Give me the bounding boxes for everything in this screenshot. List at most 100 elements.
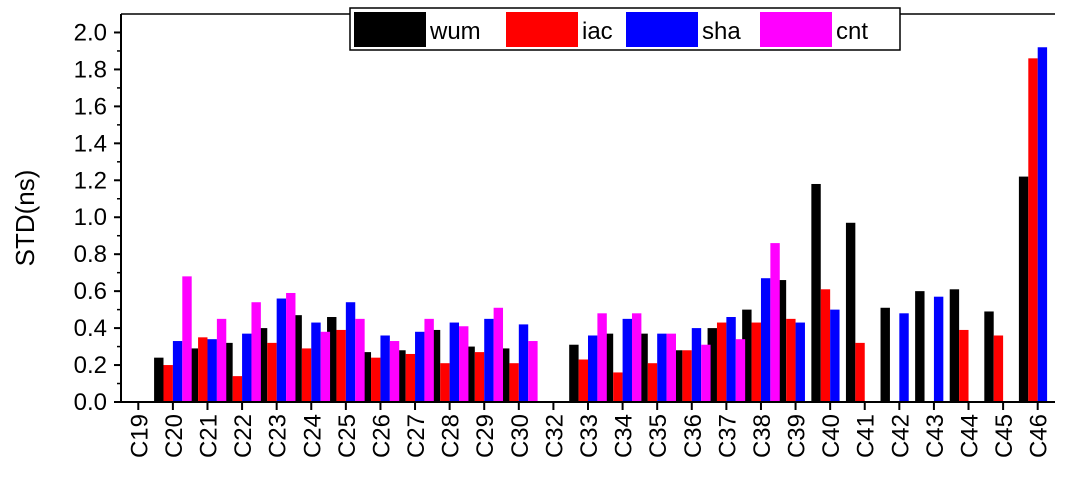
x-tick-label-C28: C28 (438, 414, 465, 458)
bar-wum-C42 (880, 307, 890, 402)
bar-iac-C46 (1028, 58, 1038, 403)
bars-layer (154, 47, 1048, 403)
x-tick-label-C38: C38 (749, 414, 776, 458)
bar-wum-C43 (915, 291, 925, 402)
bar-cnt-C38 (770, 243, 780, 402)
bar-wum-C25 (327, 317, 337, 402)
axes-layer: 0.0 0.2 0.4 0.6 0.8 1.0 1.2 1.4 1.6 1.8 2.0 STD(ns)… (10, 13, 1055, 458)
bar-sha-C23 (276, 298, 287, 402)
legend-swatch-iac (506, 12, 578, 47)
bar-cnt-C26 (389, 341, 400, 402)
bar-wum-C28 (430, 329, 441, 402)
legend-swatch-wum (354, 12, 426, 47)
bar-sha-C38 (760, 278, 771, 402)
bar-iac-C33 (578, 359, 588, 402)
x-tick-label-C34: C34 (611, 414, 638, 458)
bar-cnt-C29 (493, 307, 504, 402)
bar-cnt-C25 (355, 318, 365, 402)
bar-sha-C28 (449, 322, 460, 402)
bar-cnt-C22 (251, 302, 261, 402)
x-tick-label-C33: C33 (576, 414, 603, 458)
bar-iac-C36 (682, 350, 692, 402)
bar-cnt-C27 (424, 318, 434, 402)
x-tick-label-C46: C46 (1026, 414, 1053, 458)
bar-wum-C23 (257, 328, 268, 402)
bar-sha-C29 (484, 318, 494, 402)
y-tick-label: 1.8 (74, 56, 107, 83)
bar-iac-C26 (371, 357, 381, 402)
bar-cnt-C24 (320, 331, 331, 402)
bar-iac-C45 (993, 335, 1004, 402)
bar-iac-C28 (440, 363, 450, 402)
bar-sha-C25 (345, 302, 356, 402)
x-tick-label-C22: C22 (230, 414, 257, 458)
bar-wum-C38 (742, 309, 752, 402)
x-tick-label-C21: C21 (195, 414, 222, 458)
y-tick-label: 0.8 (74, 241, 107, 268)
bar-iac-C44 (959, 329, 969, 402)
bar-cnt-C37 (735, 339, 746, 402)
bar-iac-C21 (198, 337, 208, 402)
bar-sha-C35 (657, 333, 667, 402)
x-tick-label-C43: C43 (922, 414, 949, 458)
bar-cnt-C23 (286, 292, 296, 402)
x-tick-label-C23: C23 (265, 414, 292, 458)
bar-iac-C35 (647, 363, 658, 402)
x-tick-label-C32: C32 (541, 414, 568, 458)
x-tick-label-C36: C36 (680, 414, 707, 458)
bar-wum-C34 (603, 333, 614, 402)
bar-sha-C40 (830, 309, 840, 402)
x-tick-label-C24: C24 (299, 414, 326, 458)
legend-swatch-cnt (760, 12, 832, 47)
bar-cnt-C20 (182, 276, 192, 402)
bar-sha-C34 (622, 318, 632, 402)
bar-sha-C43 (933, 296, 944, 402)
bar-iac-C20 (163, 365, 173, 402)
legend-label-iac: iac (582, 18, 613, 45)
y-tick-label: 1.6 (74, 93, 107, 120)
bar-sha-C33 (588, 335, 598, 402)
y-tick-label: 1.2 (74, 167, 107, 194)
bar-sha-C39 (795, 322, 805, 402)
x-tick-label-C30: C30 (507, 414, 534, 458)
bar-wum-C27 (396, 350, 406, 402)
bar-iac-C24 (301, 348, 312, 402)
legend-label-wum: wum (429, 18, 481, 45)
bar-iac-C25 (336, 329, 346, 402)
bar-wum-C22 (223, 342, 233, 402)
y-tick-label: 0.4 (74, 315, 107, 342)
x-tick-label-C26: C26 (368, 414, 395, 458)
bar-iac-C30 (509, 363, 519, 402)
y-tick-label: 0.6 (74, 278, 107, 305)
bar-wum-C24 (292, 315, 302, 402)
x-tick-label-C45: C45 (991, 414, 1018, 458)
legend-label-cnt: cnt (836, 18, 868, 45)
bar-wum-C21 (188, 348, 199, 402)
bar-iac-C38 (751, 322, 761, 402)
bar-sha-C30 (518, 324, 529, 402)
bar-sha-C42 (899, 313, 909, 402)
y-axis-title: STD(ns) (10, 170, 40, 267)
bar-wum-C40 (811, 183, 821, 402)
x-tick-label-C37: C37 (714, 414, 741, 458)
bar-iac-C27 (405, 353, 416, 402)
y-tick-label: 1.4 (74, 130, 107, 157)
bar-iac-C29 (474, 352, 485, 402)
x-tick-label-C39: C39 (784, 414, 811, 458)
x-tick-label-C41: C41 (853, 414, 880, 458)
bar-wum-C35 (638, 333, 648, 402)
bar-sha-C46 (1037, 47, 1048, 402)
legend: wum iac sha cnt (349, 7, 901, 51)
bar-wum-C20 (154, 357, 164, 402)
bar-wum-C45 (984, 311, 994, 402)
x-tick-label-C29: C29 (472, 414, 499, 458)
bar-sha-C26 (380, 335, 390, 402)
bar-wum-C37 (707, 328, 717, 402)
bar-cnt-C21 (216, 318, 227, 402)
bar-sha-C20 (172, 341, 183, 402)
bar-wum-C36 (672, 350, 683, 402)
bar-iac-C37 (716, 322, 727, 402)
x-tick-label-C40: C40 (818, 414, 845, 458)
x-tick-label-C42: C42 (887, 414, 914, 458)
bar-cnt-C33 (597, 313, 607, 402)
